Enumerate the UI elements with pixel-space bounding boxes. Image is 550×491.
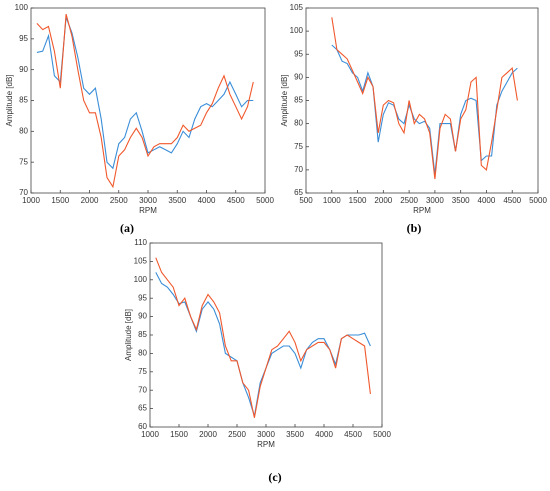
data-line	[36, 14, 254, 189]
x-tick-label: 4000	[478, 196, 496, 205]
y-tick-label: 70	[19, 188, 28, 197]
x-tick-label: 3000	[426, 196, 444, 205]
data-line	[155, 257, 371, 418]
y-tick-label: 60	[138, 422, 147, 431]
y-tick-label: 95	[19, 34, 28, 43]
x-tick-label: 4000	[198, 196, 216, 205]
x-tick-label: 3500	[168, 196, 186, 205]
y-tick-label: 85	[294, 96, 303, 105]
x-tick-label: 5000	[256, 196, 274, 205]
x-tick-label: 1500	[51, 196, 69, 205]
x-tick-label: 3000	[257, 430, 275, 439]
x-axis-title: RPM	[257, 440, 275, 449]
x-tick-label: 500	[299, 196, 313, 205]
y-tick-label: 100	[134, 275, 148, 284]
x-tick-label: 5000	[529, 196, 547, 205]
y-axis-title: Amplitude [dB]	[124, 309, 133, 361]
x-tick-label: 3000	[139, 196, 157, 205]
x-tick-label: 1000	[141, 430, 159, 439]
x-tick-label: 1500	[170, 430, 188, 439]
y-tick-label: 65	[138, 404, 147, 413]
x-tick-label: 4000	[315, 430, 333, 439]
x-tick-label: 2500	[400, 196, 418, 205]
y-tick-label: 75	[294, 142, 303, 151]
y-tick-label: 95	[138, 293, 147, 302]
y-tick-label: 105	[134, 257, 148, 266]
panel-caption: (c)	[268, 470, 281, 484]
x-axis-title: RPM	[139, 206, 157, 215]
plot-frame	[30, 7, 266, 194]
x-tick-label: 4500	[503, 196, 521, 205]
panel-caption: (a)	[120, 221, 134, 235]
y-tick-label: 100	[15, 3, 29, 12]
data-line	[331, 44, 518, 175]
x-tick-label: 2000	[199, 430, 217, 439]
y-tick-label: 75	[19, 157, 28, 166]
y-tick-label: 65	[294, 188, 303, 197]
x-tick-label: 4500	[227, 196, 245, 205]
y-axis-title: Amplitude [dB]	[280, 74, 289, 126]
plot-frame	[305, 7, 539, 194]
x-axis-title: RPM	[413, 206, 431, 215]
data-line	[36, 17, 254, 170]
y-tick-label: 70	[294, 165, 303, 174]
x-tick-label: 5000	[373, 430, 391, 439]
y-tick-label: 90	[138, 312, 147, 321]
x-tick-label: 2000	[81, 196, 99, 205]
y-tick-label: 75	[138, 367, 147, 376]
data-line	[331, 17, 518, 180]
x-tick-label: 2500	[110, 196, 128, 205]
x-tick-label: 1000	[22, 196, 40, 205]
y-tick-label: 70	[138, 385, 147, 394]
x-tick-label: 3500	[452, 196, 470, 205]
y-tick-label: 95	[294, 49, 303, 58]
x-tick-label: 2500	[228, 430, 246, 439]
y-tick-label: 110	[134, 238, 147, 247]
plot-frame	[149, 242, 383, 428]
x-tick-label: 1000	[323, 196, 341, 205]
x-tick-label: 1500	[349, 196, 367, 205]
x-tick-label: 2000	[374, 196, 392, 205]
y-tick-label: 100	[290, 26, 304, 35]
y-tick-label: 105	[290, 3, 304, 12]
y-tick-label: 80	[294, 119, 303, 128]
x-tick-label: 4500	[344, 430, 362, 439]
y-tick-label: 80	[138, 349, 147, 358]
y-tick-label: 85	[19, 96, 28, 105]
panel-caption: (b)	[407, 221, 422, 235]
y-axis-title: Amplitude [dB]	[5, 74, 14, 126]
y-tick-label: 90	[19, 65, 28, 74]
y-tick-label: 80	[19, 126, 28, 135]
y-tick-label: 90	[294, 72, 303, 81]
y-tick-label: 85	[138, 330, 147, 339]
x-tick-label: 3500	[286, 430, 304, 439]
